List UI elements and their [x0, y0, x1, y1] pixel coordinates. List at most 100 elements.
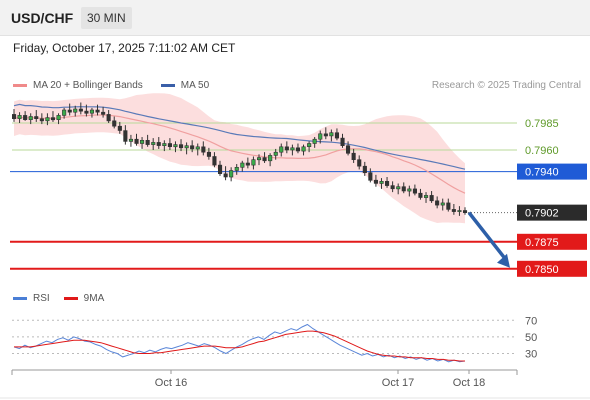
level-tag-bg	[517, 204, 587, 221]
candle-body-up	[62, 109, 67, 116]
candle	[462, 207, 468, 215]
candle-body-down	[12, 114, 17, 120]
candle	[28, 113, 33, 125]
candle	[318, 130, 323, 144]
candle	[245, 157, 250, 169]
candle	[451, 204, 456, 215]
bollinger-band-area	[14, 93, 465, 224]
candle-body-down	[245, 162, 250, 166]
forecast-arrow-shaft	[467, 211, 508, 261]
candle-body-down	[95, 109, 100, 113]
candle	[206, 147, 211, 160]
candle	[262, 152, 267, 163]
candle-body-down	[78, 108, 83, 112]
candles	[12, 102, 468, 216]
level-tag-0-7902: 0.7902	[517, 204, 587, 221]
candle-body-up	[457, 210, 462, 212]
candle-body-down	[67, 109, 72, 113]
level-label-0-7960: 0.7960	[525, 145, 559, 157]
candle-body-up	[28, 116, 33, 121]
candle	[284, 141, 289, 154]
candle	[50, 111, 56, 122]
candle	[345, 141, 351, 156]
candle-body-down	[435, 200, 440, 206]
rsi-legend: RSI 9MA	[13, 293, 118, 304]
candle-body-up	[440, 202, 445, 206]
rsi-panel: 70 50 30	[12, 315, 537, 363]
candle-body-down	[134, 138, 139, 144]
candle	[223, 166, 228, 181]
candle	[334, 128, 340, 141]
level-tag-text: 0.7850	[525, 264, 559, 276]
candle	[101, 106, 106, 118]
candle	[234, 164, 239, 175]
candle	[62, 107, 67, 119]
candle	[457, 206, 462, 216]
candle-body-down	[101, 111, 106, 115]
candle	[12, 108, 17, 122]
candle	[112, 116, 117, 129]
candle	[56, 113, 61, 125]
candle-body-up	[173, 144, 178, 148]
candle	[173, 141, 178, 153]
candle-body-down	[112, 120, 117, 127]
ma50-swatch	[160, 84, 175, 87]
candle-body-up	[240, 162, 245, 168]
candle-body-down	[179, 144, 184, 149]
timeframe-badge[interactable]: 30 MIN	[81, 7, 132, 29]
candle-body-down	[190, 145, 195, 150]
candle	[140, 137, 145, 149]
candle	[390, 181, 395, 193]
level-tag-0-7875: 0.7875	[517, 233, 587, 250]
level-tag-text: 0.7902	[525, 208, 559, 220]
candle-body-up	[268, 155, 273, 162]
candle	[440, 198, 445, 211]
candle	[39, 113, 44, 125]
rsi-ma-legend-label: 9MA	[83, 293, 105, 304]
rsi-legend-label: RSI	[33, 293, 50, 304]
candle	[106, 110, 111, 123]
candle	[251, 156, 256, 170]
level-tag-bg	[517, 233, 587, 250]
candle-body-down	[106, 114, 111, 122]
candle-body-down	[418, 192, 423, 198]
candle	[423, 192, 429, 203]
candle	[167, 138, 172, 150]
candle-body-up	[256, 157, 262, 161]
level-tag-bg	[517, 163, 587, 180]
candle-body-up	[56, 115, 61, 121]
candle	[368, 168, 373, 183]
candle	[407, 185, 412, 197]
x-tick-label: Oct 16	[155, 377, 187, 389]
candle-body-down	[334, 132, 340, 139]
level-tag-bg	[517, 260, 587, 277]
forecast-arrow-head	[497, 253, 510, 268]
forecast-arrow	[467, 211, 510, 268]
candle-body-up	[318, 133, 323, 140]
candle	[379, 178, 384, 189]
candle	[290, 144, 295, 156]
candle-body-up	[45, 117, 50, 122]
candle	[301, 144, 306, 156]
candle-body-down	[23, 115, 28, 121]
candle	[145, 134, 150, 147]
candle	[329, 129, 334, 142]
candle-body-down	[446, 202, 451, 210]
copyright: Research © 2025 Trading Central	[431, 80, 581, 91]
x-tick-label: Oct 18	[453, 377, 485, 389]
candle-body-up	[89, 109, 94, 114]
candle	[78, 102, 83, 115]
candle-body-down	[156, 142, 161, 146]
level-tag-0-7850: 0.7850	[517, 260, 587, 277]
candle-body-up	[301, 146, 306, 152]
candle	[396, 183, 401, 195]
candle	[212, 152, 217, 168]
candle-body-up	[140, 140, 145, 144]
candle-body-up	[184, 145, 189, 149]
candle	[351, 148, 356, 163]
candle	[17, 112, 22, 123]
candle-body-down	[384, 181, 390, 186]
candle-body-down	[145, 140, 150, 145]
candle	[134, 133, 139, 146]
